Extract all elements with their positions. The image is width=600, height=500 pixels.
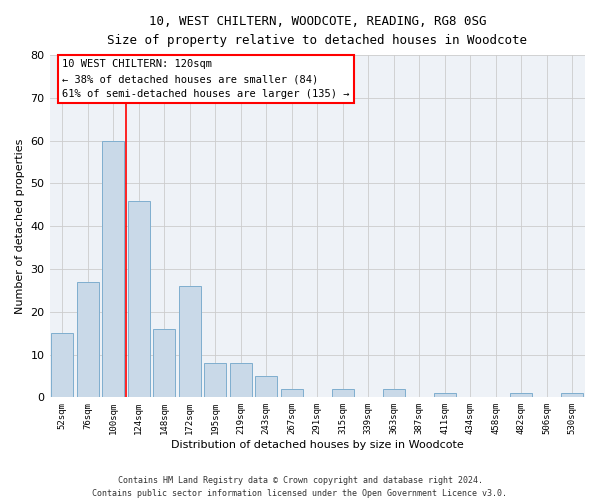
Bar xyxy=(256,376,277,398)
Y-axis label: Number of detached properties: Number of detached properties xyxy=(15,138,25,314)
Bar xyxy=(154,329,175,398)
Bar xyxy=(434,393,455,398)
Bar xyxy=(332,389,353,398)
Bar xyxy=(281,389,302,398)
Bar xyxy=(383,389,404,398)
Bar xyxy=(205,363,226,398)
Text: 10 WEST CHILTERN: 120sqm
← 38% of detached houses are smaller (84)
61% of semi-d: 10 WEST CHILTERN: 120sqm ← 38% of detach… xyxy=(62,60,350,99)
Bar xyxy=(230,363,251,398)
Bar xyxy=(52,333,73,398)
Text: Contains HM Land Registry data © Crown copyright and database right 2024.
Contai: Contains HM Land Registry data © Crown c… xyxy=(92,476,508,498)
Title: 10, WEST CHILTERN, WOODCOTE, READING, RG8 0SG
Size of property relative to detac: 10, WEST CHILTERN, WOODCOTE, READING, RG… xyxy=(107,15,527,47)
Bar xyxy=(562,393,583,398)
X-axis label: Distribution of detached houses by size in Woodcote: Distribution of detached houses by size … xyxy=(171,440,464,450)
Bar xyxy=(103,140,124,398)
Bar xyxy=(511,393,532,398)
Bar xyxy=(128,200,149,398)
Bar xyxy=(77,282,98,398)
Bar xyxy=(179,286,200,398)
